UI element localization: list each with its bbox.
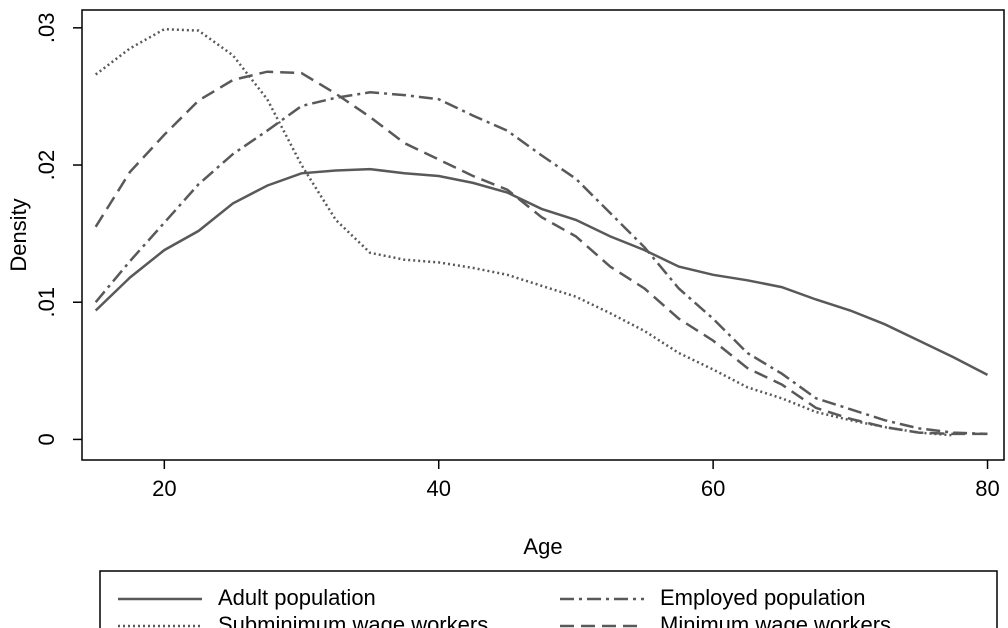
x-tick-label: 80 xyxy=(975,476,999,501)
legend-label: Minimum wage workers xyxy=(660,612,891,628)
y-axis-label: Density xyxy=(6,198,31,271)
plot-frame xyxy=(81,9,1005,461)
y-tick-label: .02 xyxy=(34,150,59,181)
x-axis-label: Age xyxy=(523,534,562,559)
legend-label: Adult population xyxy=(218,585,376,610)
series-line xyxy=(94,27,954,437)
legend-label: Employed population xyxy=(660,585,865,610)
series-line xyxy=(94,91,988,436)
y-tick-label: 0 xyxy=(34,433,59,445)
x-tick-label: 60 xyxy=(701,476,725,501)
x-tick-label: 40 xyxy=(426,476,450,501)
series-line xyxy=(94,167,989,377)
legend-box xyxy=(99,570,998,628)
y-tick-label: .01 xyxy=(34,287,59,318)
series-line xyxy=(94,70,988,436)
y-tick-label: .03 xyxy=(34,13,59,44)
x-tick-label: 20 xyxy=(152,476,176,501)
legend-label: Subminimum wage workers xyxy=(218,612,488,628)
